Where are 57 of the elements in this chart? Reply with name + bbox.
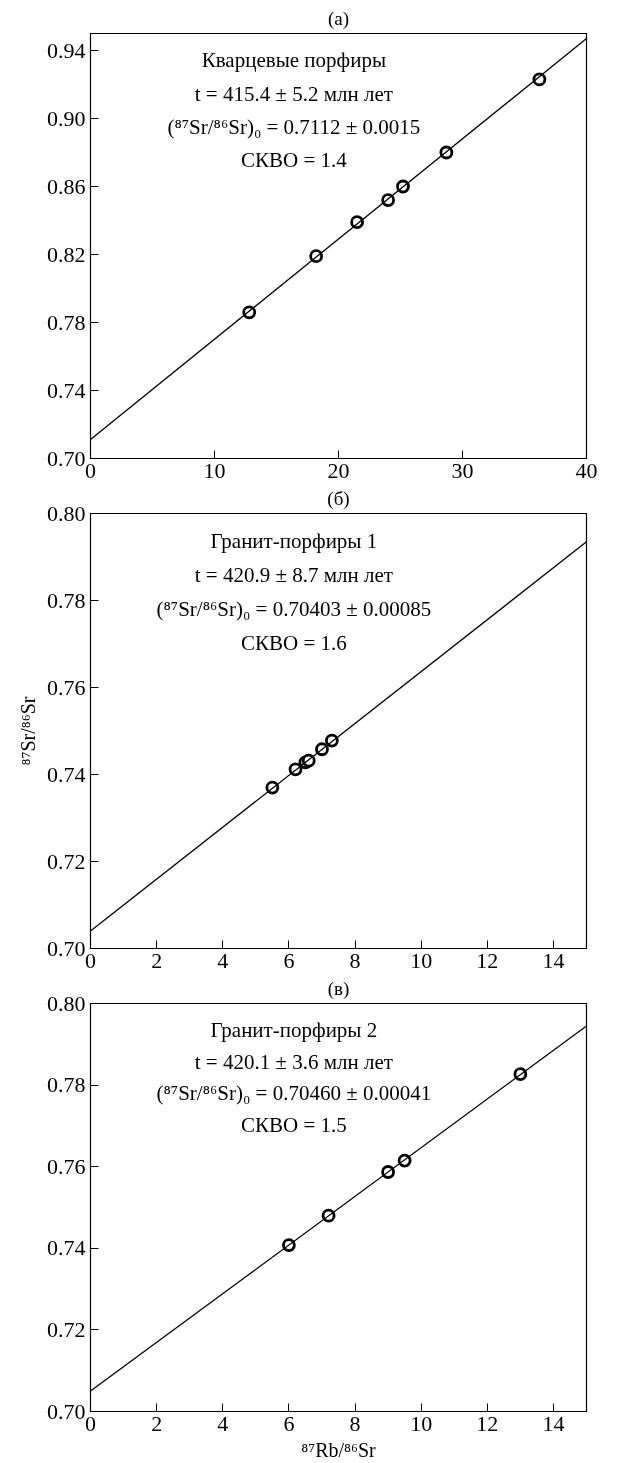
x-tick-label: 0 [85,457,96,483]
y-tick-label: 0.74 [47,761,86,787]
y-tick-label: 0.76 [47,1153,86,1179]
annotation: Кварцевые порфиры [201,48,387,73]
x-tick-label: 0 [85,1410,96,1436]
y-tick-label: 0.90 [47,105,86,131]
x-tick-label: 0 [85,947,96,973]
y-tick-label: 0.94 [47,37,86,63]
chart-title: (в) [327,977,350,1000]
y-tick-label: 0.80 [47,500,86,526]
y-tick-label: 0.72 [47,1316,86,1342]
x-tick-label: 8 [349,947,361,973]
x-tick-label: 6 [283,1410,295,1436]
y-tick-label: 0.78 [47,309,86,335]
x-tick-label: 12 [476,1410,499,1436]
annotation: t = 420.1 ± 3.6 млн лет [194,1049,393,1074]
x-tick-label: 14 [542,1410,565,1436]
annotation: t = 420.9 ± 8.7 млн лет [194,562,393,587]
x-tick-label: 6 [283,947,295,973]
y-tick-label: 0.72 [47,848,86,874]
y-axis-title: ⁸⁷Sr/⁸⁶Sr [17,696,39,766]
annotation: Гранит-порфиры 1 [210,528,378,553]
annotation: t = 415.4 ± 5.2 млн лет [194,81,393,106]
y-tick-label: 0.78 [47,1072,86,1098]
x-tick-label: 10 [410,947,433,973]
y-tick-label: 0.76 [47,674,86,700]
x-tick-label: 20 [327,457,350,483]
annotation: (⁸⁷Sr/⁸⁶Sr)₀ = 0.7112 ± 0.0015 [167,114,421,139]
x-tick-label: 10 [410,1410,433,1436]
annotation: Гранит-порфиры 2 [210,1017,378,1042]
x-tick-label: 10 [203,457,226,483]
y-tick-label: 0.82 [47,241,86,267]
x-tick-label: 14 [542,947,565,973]
x-tick-label: 12 [476,947,499,973]
x-axis-title: ⁸⁷Rb/⁸⁶Sr [301,1438,377,1461]
chart-title: (а) [327,7,350,30]
x-tick-label: 4 [217,947,229,973]
annotation: (⁸⁷Sr/⁸⁶Sr)₀ = 0.70403 ± 0.00085 [156,596,432,621]
chart-title: (б) [327,487,350,510]
y-tick-label: 0.78 [47,587,86,613]
annotation: СКВО = 1.4 [240,147,348,172]
y-tick-label: 0.74 [47,1235,86,1261]
y-tick-label: 0.70 [47,1398,86,1424]
y-tick-label: 0.70 [47,935,86,961]
annotation: СКВО = 1.6 [240,630,347,655]
y-tick-label: 0.80 [47,990,86,1016]
x-tick-label: 2 [151,947,163,973]
annotation: СКВО = 1.5 [240,1113,347,1138]
annotation: (⁸⁷Sr/⁸⁶Sr)₀ = 0.70460 ± 0.00041 [156,1081,432,1106]
y-tick-label: 0.70 [47,445,86,471]
x-tick-label: 30 [451,457,474,483]
x-tick-label: 2 [151,1410,163,1436]
y-tick-label: 0.74 [47,377,86,403]
x-tick-label: 8 [349,1410,361,1436]
x-tick-label: 4 [217,1410,229,1436]
y-tick-label: 0.86 [47,173,86,199]
x-tick-label: 40 [575,457,598,483]
